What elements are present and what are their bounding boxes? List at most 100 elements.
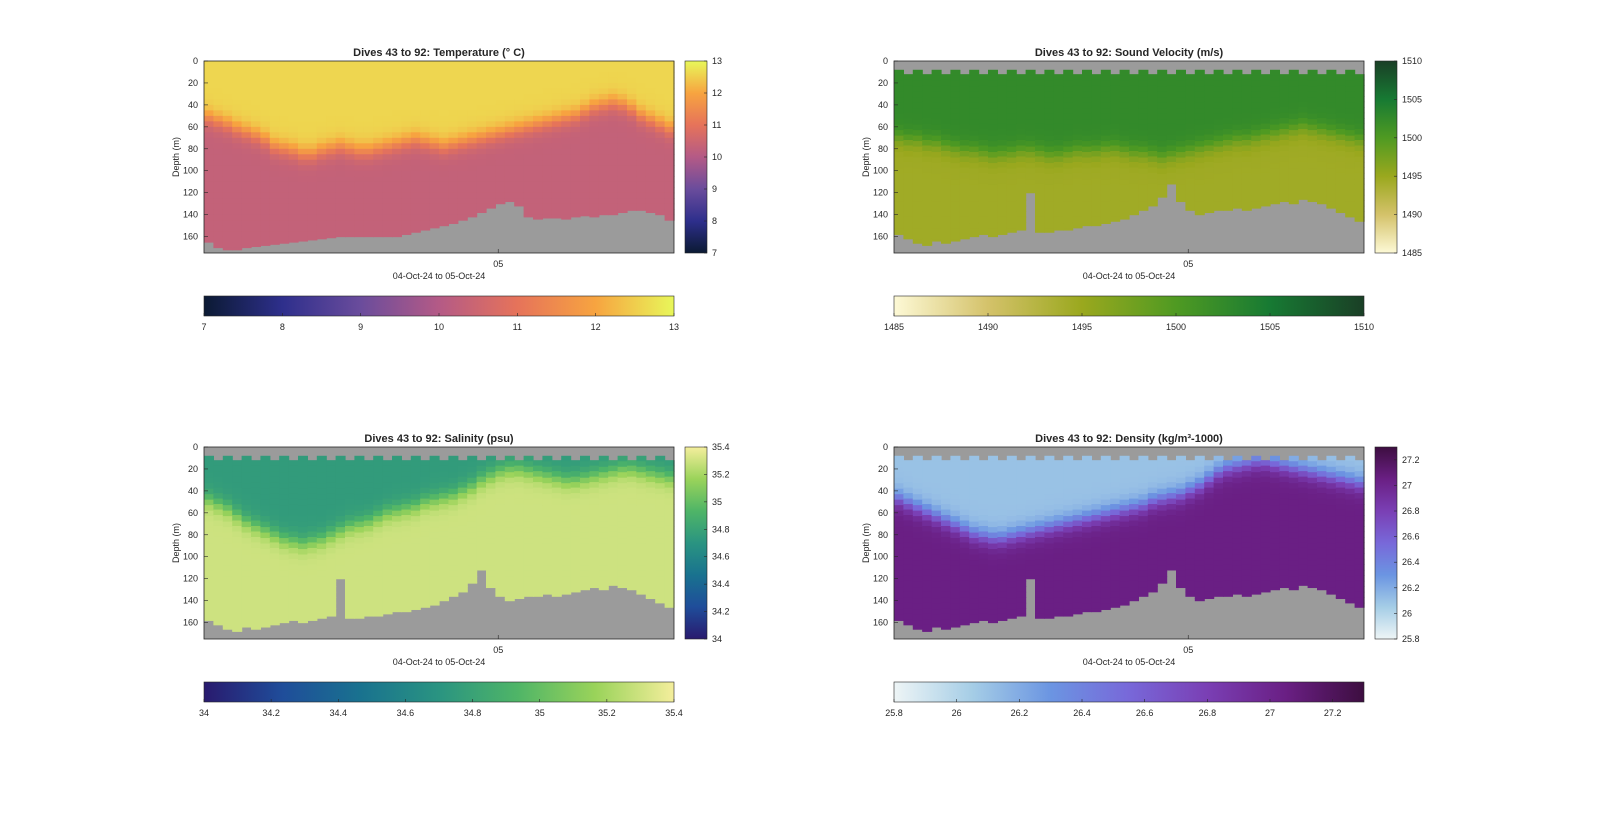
heatmap-cell bbox=[223, 456, 233, 462]
heatmap-cell bbox=[260, 132, 270, 138]
heatmap-cell bbox=[1073, 206, 1083, 212]
heatmap-cell bbox=[941, 217, 951, 223]
heatmap-cell bbox=[307, 586, 317, 592]
heatmap-cell bbox=[345, 83, 355, 89]
heatmap-cell bbox=[1035, 521, 1045, 527]
heatmap-cell bbox=[941, 200, 951, 206]
heatmap-cell bbox=[354, 77, 364, 83]
heatmap-cell bbox=[232, 154, 242, 160]
heatmap-cell bbox=[922, 107, 932, 113]
heatmap-cell bbox=[364, 592, 374, 598]
heatmap-cell bbox=[1120, 136, 1130, 142]
heatmap-cell bbox=[1007, 609, 1017, 615]
heatmap-cell bbox=[1176, 174, 1186, 180]
heatmap-cell bbox=[467, 193, 477, 199]
heatmap-cell bbox=[969, 544, 979, 550]
colorbar-tick-label: 9 bbox=[712, 184, 717, 194]
heatmap-cell bbox=[1007, 461, 1017, 467]
heatmap-cell bbox=[1129, 173, 1139, 179]
heatmap-cell bbox=[1129, 91, 1139, 97]
heatmap-cell bbox=[373, 478, 383, 484]
heatmap-cell bbox=[894, 212, 904, 218]
heatmap-cell bbox=[1063, 593, 1073, 599]
heatmap-cell bbox=[950, 511, 960, 517]
heatmap-cell bbox=[477, 526, 487, 532]
heatmap-cell bbox=[411, 604, 421, 610]
heatmap-cell bbox=[364, 149, 374, 155]
heatmap-cell bbox=[1129, 145, 1139, 151]
heatmap-cell bbox=[1157, 185, 1167, 191]
heatmap-cell bbox=[608, 83, 618, 89]
heatmap-cell bbox=[1035, 460, 1045, 466]
heatmap-cell bbox=[223, 604, 233, 610]
heatmap-cell bbox=[223, 516, 233, 522]
heatmap-cell bbox=[988, 489, 998, 495]
heatmap-cell bbox=[1167, 85, 1177, 91]
heatmap-cell bbox=[448, 132, 458, 138]
heatmap-cell bbox=[932, 70, 942, 76]
heatmap-cell bbox=[1044, 212, 1054, 218]
heatmap-cell bbox=[477, 132, 487, 138]
heatmap-cell bbox=[383, 121, 393, 127]
heatmap-cell bbox=[486, 565, 496, 571]
heatmap-cell bbox=[608, 149, 618, 155]
heatmap-cell bbox=[505, 121, 515, 127]
heatmap-cell bbox=[223, 154, 233, 160]
heatmap-cell bbox=[486, 154, 496, 160]
heatmap-cell bbox=[458, 515, 468, 521]
heatmap-cell bbox=[232, 231, 242, 237]
heatmap-cell bbox=[1054, 526, 1064, 532]
heatmap-cell bbox=[223, 198, 233, 204]
heatmap-cell bbox=[1035, 151, 1045, 157]
heatmap-cell bbox=[298, 505, 308, 511]
heatmap-cell bbox=[1007, 152, 1017, 158]
heatmap-cell bbox=[289, 204, 299, 210]
heatmap-cell bbox=[289, 597, 299, 603]
heatmap-cell bbox=[232, 603, 242, 609]
heatmap-cell bbox=[448, 215, 458, 221]
heatmap-cell bbox=[1026, 92, 1036, 98]
heatmap-cell bbox=[1251, 163, 1261, 169]
heatmap-cell bbox=[979, 184, 989, 190]
heatmap-cell bbox=[1279, 74, 1289, 80]
heatmap-cell bbox=[289, 127, 299, 133]
heatmap-cell bbox=[988, 533, 998, 539]
heatmap-cell bbox=[354, 478, 364, 484]
heatmap-cell bbox=[1016, 156, 1026, 162]
heatmap-cell bbox=[969, 620, 979, 623]
heatmap-cell bbox=[505, 593, 515, 599]
heatmap-cell bbox=[903, 504, 913, 510]
heatmap-cell bbox=[524, 94, 534, 100]
heatmap-cell bbox=[941, 537, 951, 543]
heatmap-cell bbox=[345, 537, 355, 543]
heatmap-cell bbox=[307, 477, 317, 483]
heatmap-cell bbox=[401, 537, 411, 543]
heatmap-cell bbox=[1054, 537, 1064, 543]
heatmap-cell bbox=[941, 570, 951, 576]
heatmap-cell bbox=[1167, 173, 1177, 179]
heatmap-cell bbox=[251, 231, 261, 237]
heatmap-cell bbox=[997, 559, 1007, 565]
heatmap-cell bbox=[1223, 151, 1233, 157]
heatmap-cell bbox=[1326, 125, 1336, 131]
heatmap-cell bbox=[298, 472, 308, 478]
heatmap-cell bbox=[204, 72, 214, 78]
heatmap-cell bbox=[894, 456, 904, 462]
heatmap-cell bbox=[260, 176, 270, 182]
heatmap-cell bbox=[1308, 70, 1318, 76]
heatmap-cell bbox=[477, 143, 487, 149]
heatmap-cell bbox=[636, 110, 646, 116]
heatmap-cell bbox=[655, 587, 665, 593]
heatmap-cell bbox=[467, 121, 477, 127]
heatmap-cell bbox=[1091, 102, 1101, 108]
heatmap-cell bbox=[979, 510, 989, 516]
heatmap-cell bbox=[251, 466, 261, 472]
heatmap-cell bbox=[1110, 173, 1120, 179]
heatmap-cell bbox=[383, 66, 393, 72]
heatmap-cell bbox=[1326, 207, 1336, 209]
heatmap-cell bbox=[979, 548, 989, 554]
heatmap-cell bbox=[1101, 152, 1111, 158]
y-axis-label: Depth (m) bbox=[171, 137, 181, 177]
heatmap-cell bbox=[524, 88, 534, 94]
heatmap-cell bbox=[1185, 184, 1195, 190]
